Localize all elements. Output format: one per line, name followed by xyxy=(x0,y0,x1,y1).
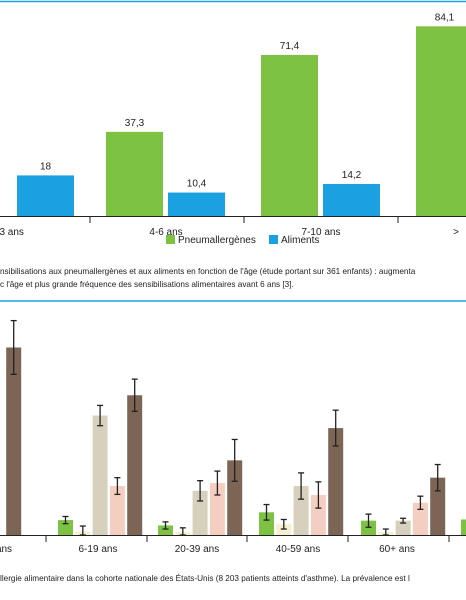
bar-pink xyxy=(109,486,125,535)
x-tick-label: -3 ans xyxy=(0,227,24,238)
x-tick-label: 7-10 ans xyxy=(302,227,341,238)
bar-beige xyxy=(92,415,108,535)
x-tick-label: 4-6 ans xyxy=(149,227,182,238)
bar-aliments xyxy=(168,192,225,216)
bar-pink xyxy=(412,502,428,535)
bar-green xyxy=(259,512,274,535)
data-label: 84,1 xyxy=(435,12,455,23)
bar-brown xyxy=(328,428,344,535)
legend-label: Pneumallergènes xyxy=(178,235,256,246)
caption-line: llergie alimentaire dans la cohorte nati… xyxy=(0,574,410,583)
legend-swatch xyxy=(166,235,175,244)
bar-pneumallergenes xyxy=(106,131,163,216)
bar-brown xyxy=(227,460,243,535)
bar-beige xyxy=(293,486,309,535)
data-label: 71,4 xyxy=(280,41,300,52)
bar-pneumallergenes xyxy=(261,54,318,216)
x-tick-label: 60+ ans xyxy=(379,544,415,555)
bar-green xyxy=(58,520,73,535)
data-label: 37,3 xyxy=(125,118,145,129)
data-label: 10,4 xyxy=(187,179,207,190)
x-tick-label: > xyxy=(453,227,459,238)
data-label: 14,2 xyxy=(342,170,362,181)
bar-brown xyxy=(6,347,22,535)
bar-brown xyxy=(430,477,446,535)
legend-label: Aliments xyxy=(281,235,319,246)
bar-green xyxy=(461,519,466,535)
bar-aliments xyxy=(17,175,74,216)
x-tick-label: 40-59 ans xyxy=(276,544,320,555)
x-tick-label: ans xyxy=(0,544,12,555)
caption-line: c l'âge et plus grande fréquence des sen… xyxy=(0,280,294,289)
caption-line: nsibilisations aux pneumallergènes et au… xyxy=(0,267,416,276)
bar-beige xyxy=(395,520,411,535)
bar-beige xyxy=(192,490,208,535)
x-tick-label: 6-19 ans xyxy=(79,544,118,555)
data-label: 18 xyxy=(40,161,52,172)
chart-age-sensitization: 18 -3 ans 37,3 10,4 4-6 ans 71,4 14,2 7-10 ans 8… xyxy=(0,12,466,246)
x-tick-label: 20-39 ans xyxy=(175,544,219,555)
bar-pneumallergenes xyxy=(416,26,466,217)
legend-swatch xyxy=(269,235,278,244)
bar-green xyxy=(158,525,173,535)
bar-aliments xyxy=(323,183,380,216)
bar-brown xyxy=(127,395,143,535)
bar-pink xyxy=(310,494,326,535)
bar-pink xyxy=(209,483,225,535)
